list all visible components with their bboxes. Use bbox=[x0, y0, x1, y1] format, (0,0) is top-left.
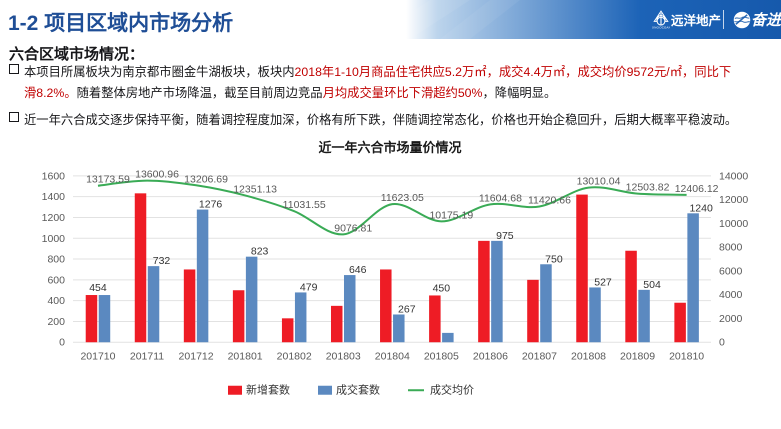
svg-text:732: 732 bbox=[153, 255, 171, 267]
svg-text:10175.19: 10175.19 bbox=[429, 209, 473, 221]
svg-text:11420.66: 11420.66 bbox=[528, 195, 571, 207]
svg-text:201805: 201805 bbox=[424, 351, 459, 363]
svg-text:0: 0 bbox=[719, 337, 725, 349]
svg-text:201810: 201810 bbox=[669, 351, 704, 363]
svg-text:1200: 1200 bbox=[42, 212, 66, 224]
svg-text:201804: 201804 bbox=[375, 351, 410, 363]
svg-text:11623.05: 11623.05 bbox=[381, 192, 424, 204]
svg-text:201809: 201809 bbox=[620, 351, 655, 363]
svg-text:201807: 201807 bbox=[522, 351, 557, 363]
svg-text:527: 527 bbox=[594, 276, 612, 288]
svg-text:0: 0 bbox=[59, 337, 65, 349]
svg-text:8000: 8000 bbox=[719, 242, 743, 254]
svg-text:201803: 201803 bbox=[326, 351, 361, 363]
svg-text:13010.04: 13010.04 bbox=[577, 176, 621, 188]
svg-text:1400: 1400 bbox=[42, 191, 66, 203]
svg-text:近一年六合市场量价情况: 近一年六合市场量价情况 bbox=[318, 140, 461, 155]
svg-text:975: 975 bbox=[496, 230, 514, 242]
svg-text:11031.55: 11031.55 bbox=[283, 199, 326, 211]
svg-text:12503.82: 12503.82 bbox=[626, 182, 670, 194]
svg-text:1276: 1276 bbox=[199, 199, 223, 211]
svg-text:14000: 14000 bbox=[719, 170, 748, 182]
svg-text:2000: 2000 bbox=[719, 313, 743, 325]
svg-text:1600: 1600 bbox=[42, 170, 66, 182]
svg-text:201710: 201710 bbox=[80, 351, 115, 363]
svg-text:600: 600 bbox=[47, 274, 65, 286]
svg-text:201712: 201712 bbox=[179, 351, 214, 363]
svg-text:13206.69: 13206.69 bbox=[184, 173, 228, 185]
svg-text:267: 267 bbox=[398, 303, 416, 315]
svg-text:9076.81: 9076.81 bbox=[334, 222, 372, 234]
svg-text:12406.12: 12406.12 bbox=[675, 183, 719, 195]
svg-text:新增套数: 新增套数 bbox=[246, 383, 290, 397]
svg-text:13600.96: 13600.96 bbox=[135, 169, 179, 181]
svg-text:200: 200 bbox=[47, 316, 65, 328]
svg-text:504: 504 bbox=[643, 279, 661, 291]
svg-text:750: 750 bbox=[545, 253, 563, 265]
svg-text:201711: 201711 bbox=[130, 351, 164, 363]
svg-text:201802: 201802 bbox=[277, 351, 312, 363]
svg-text:1240: 1240 bbox=[689, 202, 713, 214]
svg-text:1000: 1000 bbox=[42, 233, 66, 245]
svg-text:12351.13: 12351.13 bbox=[233, 183, 277, 195]
svg-text:201806: 201806 bbox=[473, 351, 508, 363]
svg-text:454: 454 bbox=[89, 282, 107, 294]
svg-text:11604.68: 11604.68 bbox=[479, 192, 522, 204]
svg-text:13173.59: 13173.59 bbox=[86, 174, 130, 186]
svg-text:450: 450 bbox=[433, 282, 451, 294]
svg-text:201801: 201801 bbox=[228, 351, 263, 363]
svg-text:成交套数: 成交套数 bbox=[336, 383, 380, 397]
svg-text:400: 400 bbox=[47, 295, 65, 307]
svg-text:201808: 201808 bbox=[571, 351, 606, 363]
svg-text:800: 800 bbox=[47, 254, 65, 266]
svg-text:4000: 4000 bbox=[719, 289, 743, 301]
svg-text:479: 479 bbox=[300, 281, 318, 293]
svg-text:646: 646 bbox=[349, 264, 367, 276]
svg-text:SINOOCEAN: SINOOCEAN bbox=[652, 25, 670, 29]
svg-text:成交均价: 成交均价 bbox=[430, 383, 474, 397]
svg-text:10000: 10000 bbox=[719, 218, 748, 230]
svg-text:12000: 12000 bbox=[719, 194, 748, 206]
svg-text:6000: 6000 bbox=[719, 265, 743, 277]
svg-text:823: 823 bbox=[251, 246, 269, 258]
